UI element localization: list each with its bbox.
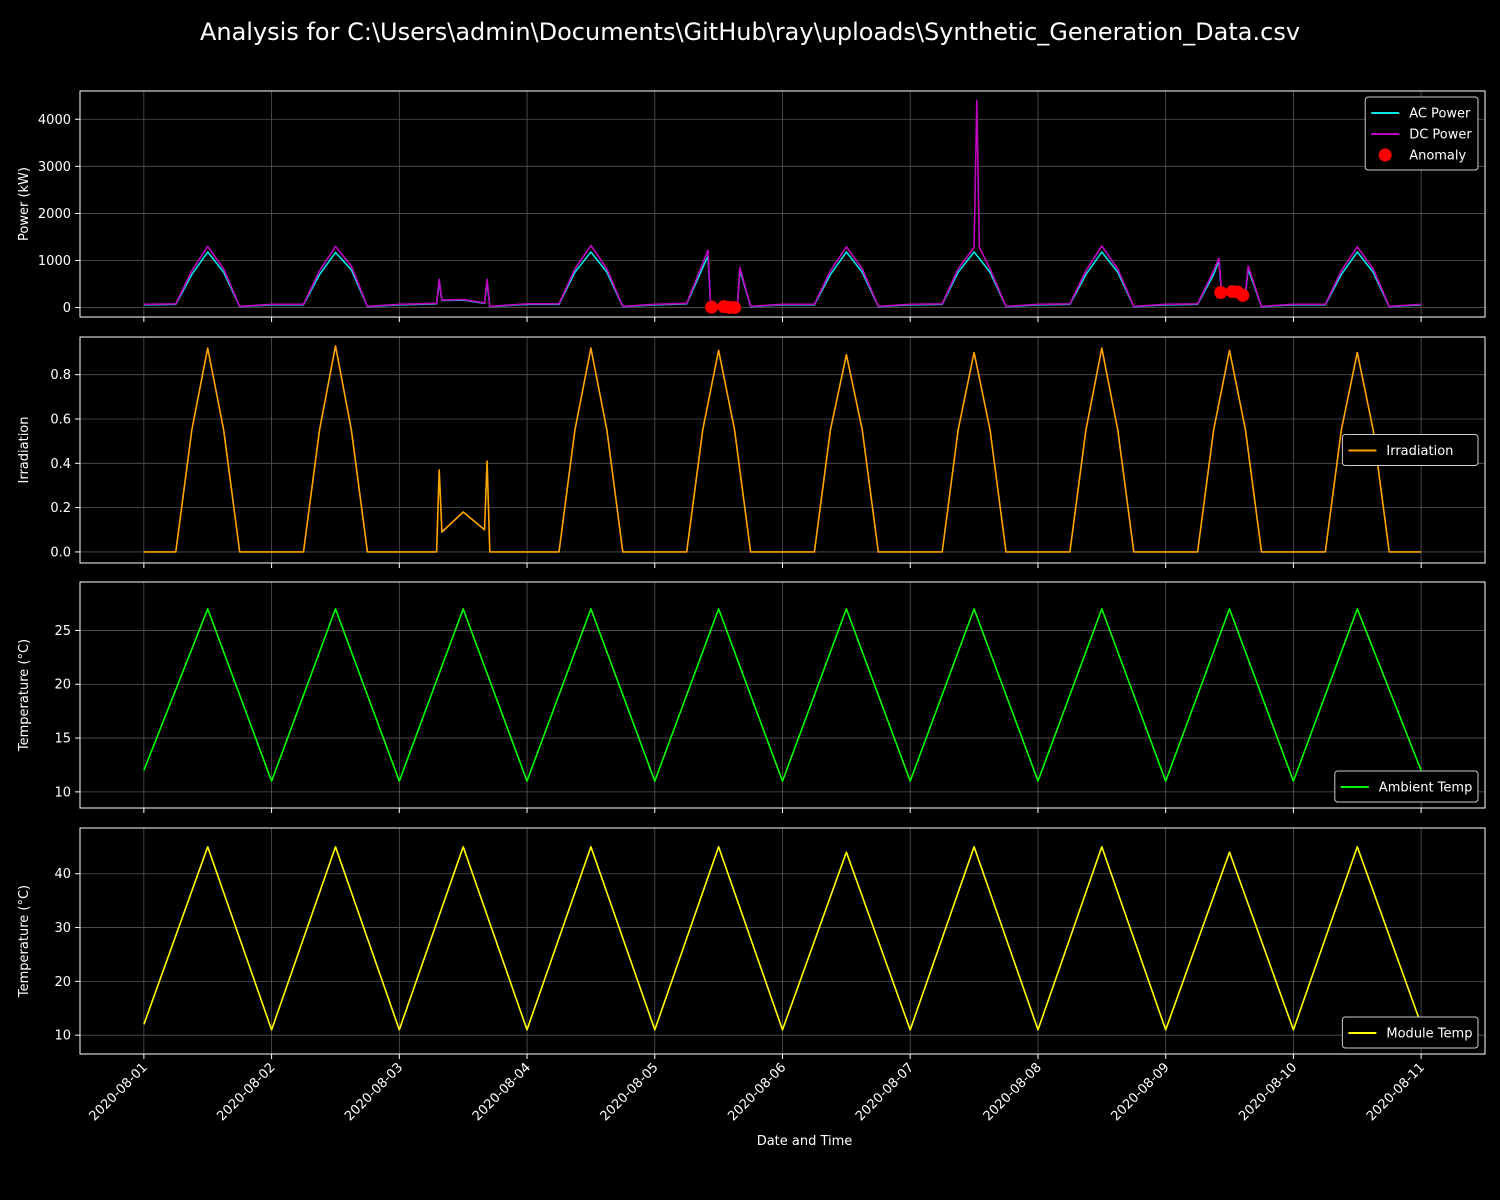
legend-label: AC Power: [1409, 107, 1471, 122]
x-axis-label: Date and Time: [757, 1134, 853, 1149]
x-tick-label: 2020-08-10: [1236, 1060, 1300, 1124]
legend-label: Irradiation: [1386, 444, 1453, 459]
x-tick-label: 2020-08-02: [214, 1060, 278, 1124]
y-tick-label: 3000: [38, 160, 71, 175]
legend-label: Ambient Temp: [1379, 781, 1473, 796]
y-tick-label: 40: [54, 867, 71, 882]
y-axis-label: Temperature (°C): [17, 885, 32, 998]
x-tick-label: 2020-08-01: [87, 1060, 151, 1124]
x-tick-label: 2020-08-11: [1364, 1060, 1428, 1124]
x-tick-label: 2020-08-07: [853, 1060, 917, 1124]
y-tick-label: 20: [54, 975, 71, 990]
y-tick-label: 0.2: [50, 501, 71, 516]
x-tick-label: 2020-08-04: [470, 1060, 534, 1124]
x-tick-label: 2020-08-06: [725, 1060, 789, 1124]
y-tick-label: 0: [63, 301, 71, 316]
y-tick-label: 15: [54, 732, 71, 747]
y-tick-label: 0.0: [50, 545, 71, 560]
legend-marker: [1379, 149, 1392, 162]
x-tick-label: 2020-08-05: [598, 1060, 662, 1124]
y-tick-label: 2000: [38, 207, 71, 222]
y-tick-label: 25: [54, 624, 71, 639]
x-tick-label: 2020-08-03: [342, 1060, 406, 1124]
y-axis-label: Irradiation: [17, 417, 32, 484]
legend-label: DC Power: [1409, 128, 1472, 143]
y-axis-label: Power (kW): [17, 167, 32, 241]
y-tick-label: 30: [54, 921, 71, 936]
legend-label: Module Temp: [1386, 1027, 1472, 1042]
x-tick-label: 2020-08-08: [981, 1060, 1045, 1124]
anomaly-point: [705, 301, 718, 314]
legend-label: Anomaly: [1409, 149, 1466, 164]
y-tick-label: 10: [54, 1029, 71, 1044]
y-tick-label: 1000: [38, 254, 71, 269]
y-axis-label: Temperature (°C): [17, 639, 32, 752]
y-tick-label: 0.8: [50, 368, 71, 383]
anomaly-point: [1214, 286, 1227, 299]
anomaly-point: [1236, 289, 1249, 302]
y-tick-label: 4000: [38, 113, 71, 128]
y-tick-label: 20: [54, 678, 71, 693]
anomaly-point: [728, 301, 741, 314]
x-tick-label: 2020-08-09: [1108, 1060, 1172, 1124]
y-tick-label: 0.4: [50, 457, 71, 472]
y-tick-label: 0.6: [50, 412, 71, 427]
y-tick-label: 10: [54, 785, 71, 800]
